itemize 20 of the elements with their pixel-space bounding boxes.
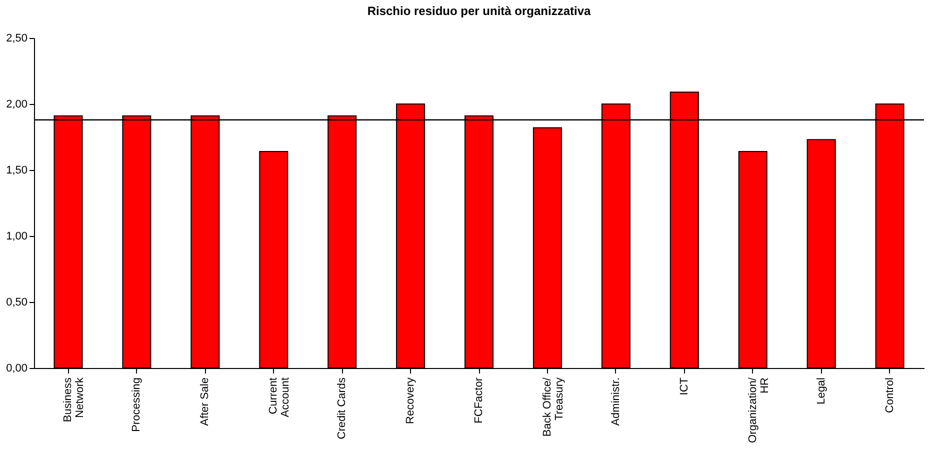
x-tick-label: Legal — [815, 378, 828, 404]
x-tick-label: Current Account — [268, 378, 292, 418]
x-tick-label: Processing — [130, 378, 143, 432]
x-tick-label: Business Network — [62, 377, 86, 422]
y-tick-label: 0,50 — [6, 296, 28, 308]
chart-title: Rischio residuo per unità organizzativa — [367, 4, 592, 18]
x-tick-label: Back Office/ Treasury — [541, 376, 566, 437]
x-tick-label: Credit Cards — [336, 377, 348, 440]
x-tick-label: After Sale — [199, 378, 212, 426]
y-tick-label: 0,00 — [6, 362, 28, 374]
x-tick-label: Organization/ HR — [746, 376, 771, 443]
x-tick-label: ICT — [678, 377, 690, 396]
y-tick-label: 2,50 — [6, 32, 28, 44]
y-tick-label: 1,00 — [6, 230, 28, 242]
y-tick-label: 2,00 — [6, 98, 28, 110]
x-tick-label: Administr. — [610, 378, 622, 426]
x-tick-label: Recovery — [404, 377, 417, 424]
x-tick-label: FCFactor — [473, 377, 485, 424]
y-tick-label: 1,50 — [6, 164, 28, 176]
x-tick-label: Control — [884, 378, 896, 413]
